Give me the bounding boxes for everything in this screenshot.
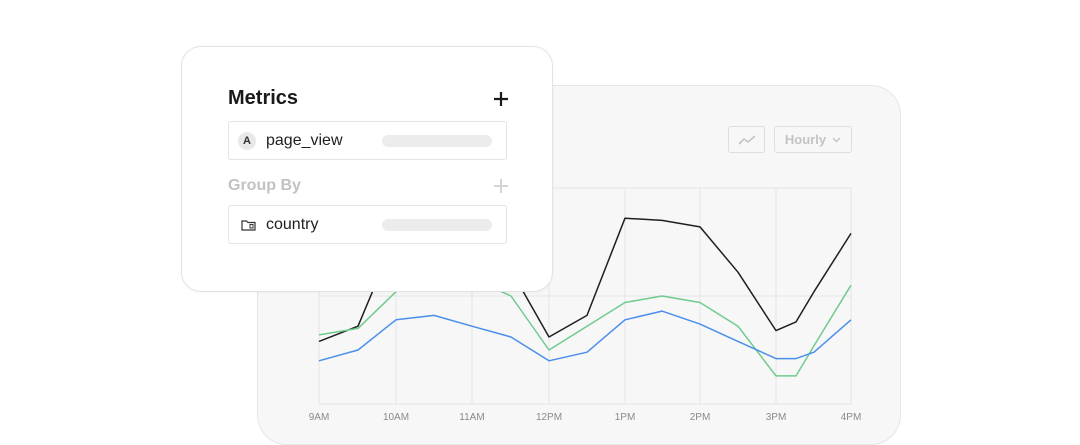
metrics-header: Metrics bbox=[228, 87, 508, 110]
group-by-title: Group By bbox=[228, 177, 301, 194]
add-group-icon[interactable] bbox=[494, 179, 508, 193]
x-tick-label: 1PM bbox=[615, 412, 636, 423]
x-tick-label: 10AM bbox=[383, 412, 409, 423]
x-tick-label: 4PM bbox=[841, 412, 862, 423]
chevron-down-icon bbox=[832, 137, 841, 142]
group-placeholder-bar bbox=[382, 218, 492, 231]
folder-icon bbox=[241, 219, 256, 231]
group-label: country bbox=[266, 215, 319, 233]
x-tick-label: 12PM bbox=[536, 412, 562, 423]
metrics-card: Metrics A page_view Group By country bbox=[181, 46, 553, 292]
interval-label: Hourly bbox=[784, 132, 827, 147]
group-by-header: Group By bbox=[228, 177, 508, 195]
series-line-3 bbox=[318, 310, 852, 362]
metric-badge: A bbox=[238, 131, 256, 150]
metric-placeholder-bar bbox=[382, 134, 492, 147]
metric-item[interactable]: A page_view bbox=[228, 121, 507, 160]
x-tick-label: 9AM bbox=[309, 412, 330, 423]
x-tick-label: 3PM bbox=[766, 412, 787, 423]
x-tick-label: 11AM bbox=[459, 412, 484, 423]
metric-label: page_view bbox=[266, 131, 343, 149]
line-chart-icon bbox=[737, 134, 756, 145]
chart-type-button[interactable] bbox=[728, 126, 765, 153]
metrics-title: Metrics bbox=[228, 87, 299, 109]
group-item[interactable]: country bbox=[228, 205, 507, 244]
interval-select[interactable]: Hourly bbox=[774, 126, 852, 153]
add-metric-icon[interactable] bbox=[494, 91, 508, 106]
x-tick-label: 2PM bbox=[690, 412, 711, 423]
